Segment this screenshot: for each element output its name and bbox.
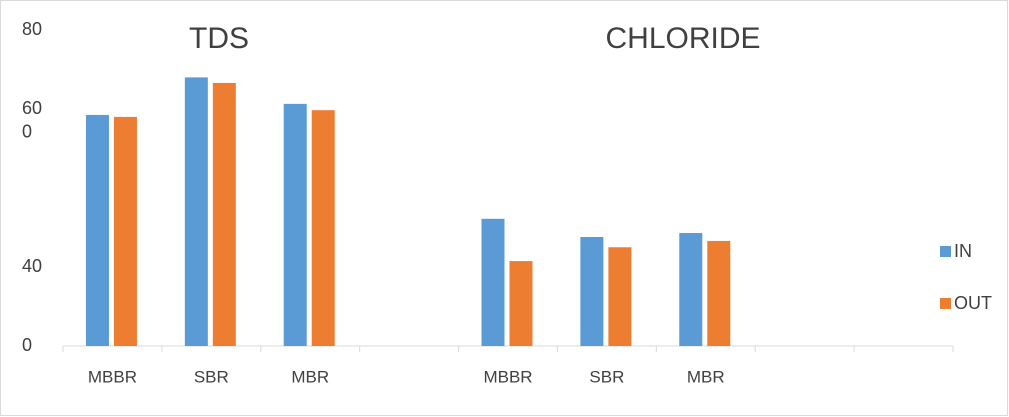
x-tick-label: MBBR: [88, 367, 137, 386]
y-tick-label: 0: [22, 335, 32, 355]
bar: [283, 103, 307, 347]
annotation: TDS: [189, 22, 249, 55]
annotation: CHLORIDE: [605, 22, 760, 55]
bar: [113, 116, 137, 347]
y-tick-label: 40: [22, 256, 42, 276]
y-tick-label: 60: [22, 98, 42, 118]
x-tick-label: SBR: [194, 367, 229, 386]
x-tick-label: SBR: [589, 367, 624, 386]
y-tick-label: 0: [22, 121, 32, 141]
bar: [311, 110, 335, 346]
bar: [608, 247, 632, 346]
bar: [212, 82, 236, 347]
bar: [481, 218, 505, 346]
bar: [509, 261, 533, 346]
legend-swatch: [940, 246, 951, 257]
legend-label: IN: [954, 241, 972, 261]
bar: [580, 236, 604, 346]
legend-swatch: [940, 298, 951, 309]
bar: [85, 114, 109, 346]
x-tick-label: MBR: [687, 367, 725, 386]
legend-label: OUT: [954, 293, 992, 313]
bar: [184, 77, 208, 347]
y-tick-label: 80: [22, 19, 42, 39]
x-tick-label: MBR: [291, 367, 329, 386]
x-tick-label: MBBR: [483, 367, 532, 386]
bar: [707, 240, 731, 346]
bar: [679, 233, 703, 346]
